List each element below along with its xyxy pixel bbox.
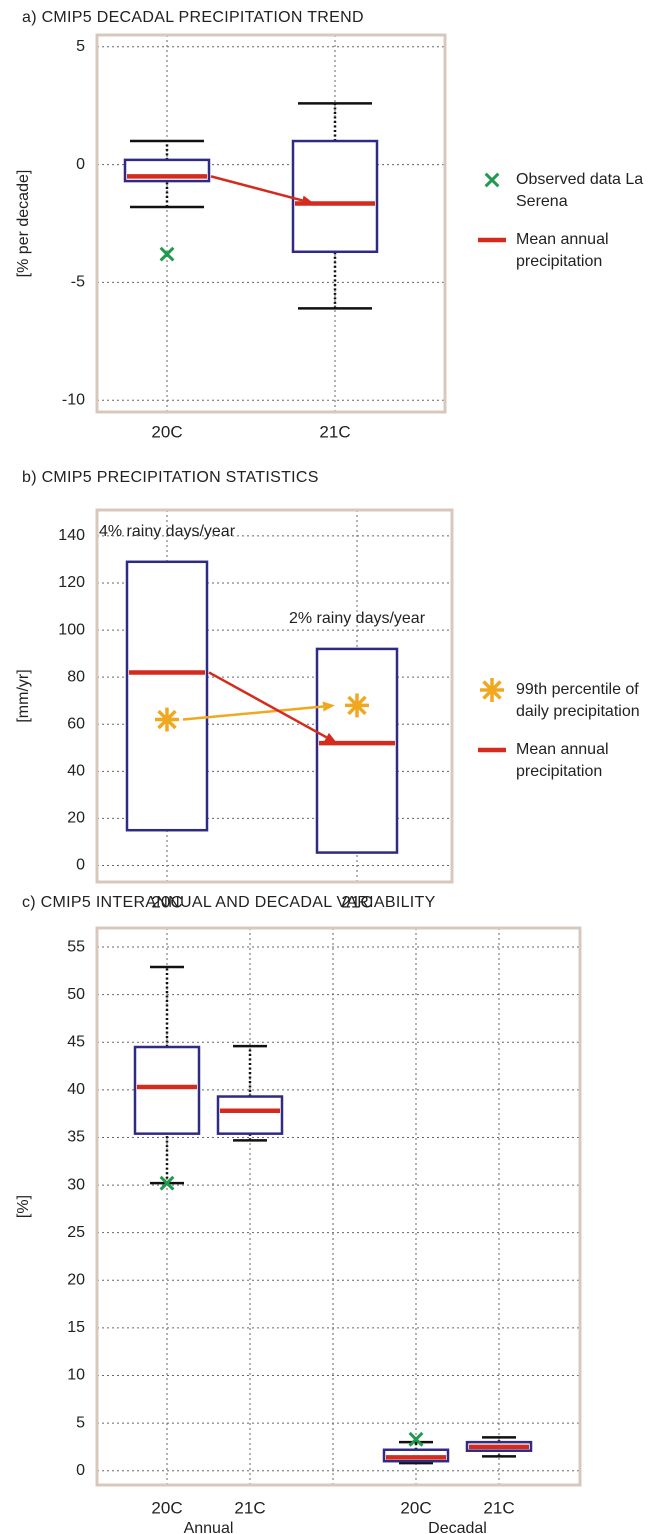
marker-stroke <box>159 246 175 262</box>
legend-marker <box>484 172 500 188</box>
legend-label: Mean annual precipitation <box>516 231 609 270</box>
y-tick-label: 0 <box>76 857 85 874</box>
plot-frame <box>95 508 454 884</box>
y-tick-label: -5 <box>71 274 85 291</box>
box <box>133 1045 201 1135</box>
legend-marker <box>480 678 504 702</box>
y-tick-label: 20 <box>67 1272 85 1289</box>
marker-stroke <box>482 680 502 700</box>
y-tick-label: 100 <box>58 621 85 638</box>
y-tick-label: 30 <box>67 1176 85 1193</box>
x-tick-label: 20C <box>151 892 182 911</box>
box <box>216 1095 284 1135</box>
marker-stroke <box>159 1175 175 1191</box>
percentile-marker <box>345 693 369 718</box>
y-tick-label: -10 <box>62 391 85 408</box>
y-tick-label: 40 <box>67 1081 85 1098</box>
y-tick-label: 0 <box>76 1462 85 1479</box>
trend-arrow-head <box>301 195 314 206</box>
y-tick-label: 35 <box>67 1129 85 1146</box>
box <box>315 647 399 854</box>
y-tick-label: 5 <box>76 1414 85 1431</box>
plot-frame <box>95 33 447 414</box>
x-tick-label: 21C <box>319 422 350 441</box>
group-label: Decadal <box>428 1520 487 1534</box>
percentile-marker <box>155 707 179 732</box>
x-tick-label: 21C <box>234 1498 265 1517</box>
chart-title: a) CMIP5 DECADAL PRECIPITATION TREND <box>22 9 364 26</box>
observed-marker <box>408 1431 424 1447</box>
observed-marker <box>159 1175 175 1191</box>
box <box>125 560 209 832</box>
y-tick-label: 80 <box>67 668 85 685</box>
y-tick-label: 20 <box>67 810 85 827</box>
x-tick-label: 20C <box>400 1498 431 1517</box>
y-tick-label: 40 <box>67 763 85 780</box>
plot-frame <box>95 926 582 1487</box>
legend-label: 99th percentile of daily precipitation <box>516 681 640 720</box>
y-tick-label: 5 <box>76 38 85 55</box>
legend-label: Observed data La Serena <box>516 171 644 210</box>
y-tick-label: 60 <box>67 715 85 732</box>
marker-stroke <box>408 1431 424 1447</box>
y-tick-label: 140 <box>58 527 85 544</box>
trend-arrow <box>208 671 328 739</box>
trend-arrow-head <box>324 732 337 744</box>
y-tick-label: 120 <box>58 574 85 591</box>
y-axis-label: [% per decade] <box>15 170 32 278</box>
chart-title: c) CMIP5 INTERANNUAL AND DECADAL VARIABI… <box>22 894 436 911</box>
group-label: Annual <box>184 1520 234 1534</box>
chart-title: b) CMIP5 PRECIPITATION STATISTICS <box>22 469 319 486</box>
y-tick-label: 55 <box>67 938 85 955</box>
legend-label: Mean annual precipitation <box>516 741 609 780</box>
trend-arrow <box>210 175 303 202</box>
y-tick-label: 10 <box>67 1367 85 1384</box>
observed-marker <box>159 246 175 262</box>
marker-stroke <box>347 695 367 716</box>
trend-arrow-head <box>322 701 335 712</box>
box <box>291 139 379 254</box>
x-tick-label: 21C <box>483 1498 514 1517</box>
x-tick-label: 20C <box>151 1498 182 1517</box>
box-label: 2% rainy days/year <box>289 610 426 627</box>
y-tick-label: 45 <box>67 1033 85 1050</box>
y-tick-label: 50 <box>67 986 85 1003</box>
trend-arrow <box>182 705 324 721</box>
x-tick-label: 21C <box>341 892 372 911</box>
x-tick-label: 20C <box>151 422 182 441</box>
box-label: 4% rainy days/year <box>99 523 236 540</box>
y-tick-label: 15 <box>67 1319 85 1336</box>
y-tick-label: 25 <box>67 1224 85 1241</box>
y-tick-label: 0 <box>76 156 85 173</box>
y-axis-label: [mm/yr] <box>15 669 32 722</box>
marker-stroke <box>484 172 500 188</box>
marker-stroke <box>157 709 177 730</box>
y-axis-label: [%] <box>15 1195 32 1218</box>
